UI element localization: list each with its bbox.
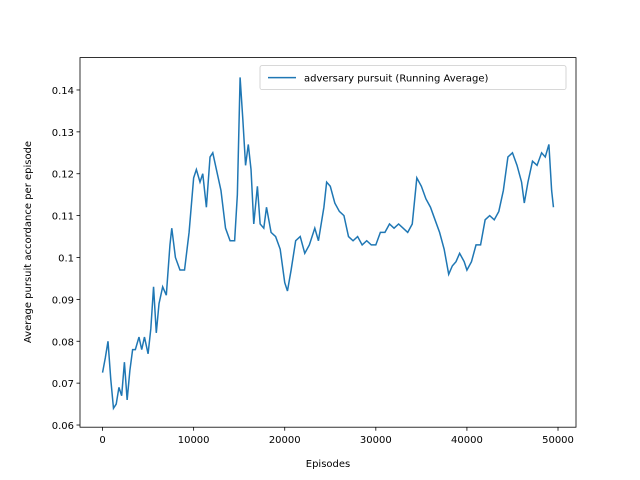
y-tick-label: 0.11 [52, 212, 74, 223]
y-tick-label: 0.12 [52, 170, 74, 181]
y-tick-label: 0.09 [52, 295, 74, 306]
y-tick-label: 0.08 [52, 337, 74, 348]
x-tick-label: 20000 [269, 435, 301, 446]
x-tick-label: 40000 [451, 435, 483, 446]
y-tick-label: 0.07 [52, 379, 74, 390]
x-tick-label: 30000 [360, 435, 392, 446]
legend-label: adversary pursuit (Running Average) [304, 74, 489, 85]
legend-box [259, 65, 567, 90]
axes-frame [79, 57, 577, 428]
y-axis-label: Average pursuit accordance per episode [23, 141, 34, 343]
y-tick-label: 0.06 [52, 421, 74, 432]
x-axis-label: Episodes [306, 459, 350, 470]
y-tick-label: 0.13 [52, 128, 74, 139]
y-tick-label: 0.1 [58, 253, 74, 264]
x-tick-label: 10000 [178, 435, 210, 446]
x-tick-label: 50000 [542, 435, 574, 446]
y-tick-label: 0.14 [52, 86, 74, 97]
line [101, 77, 555, 411]
x-tick-label: 0 [99, 435, 105, 446]
